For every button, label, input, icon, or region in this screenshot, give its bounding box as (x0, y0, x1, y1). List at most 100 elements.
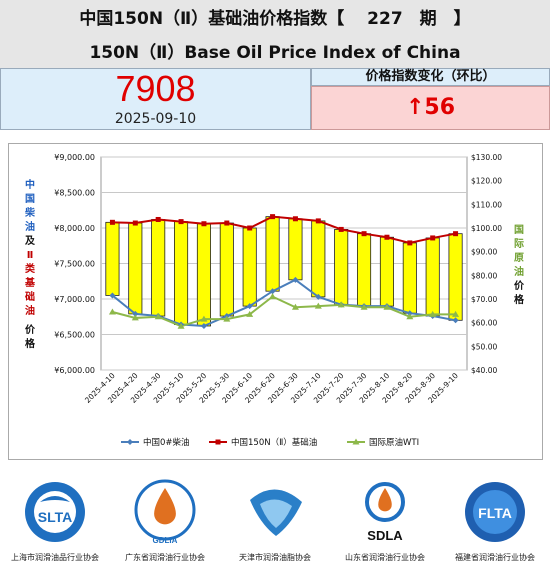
sdla-logo-icon: SDLA (365, 482, 405, 543)
legend-label: 中国150N（Ⅱ）基础油 (231, 437, 317, 448)
title-chinese: 中国150N（Ⅱ）基础油价格指数【 227 期 】 (0, 0, 550, 38)
price-chart: ¥9,000.00 ¥8,500.00 ¥8,000.00 ¥7,500.00 ¥7,0… (54, 153, 502, 448)
diesel-point (200, 322, 207, 329)
diesel-point (132, 310, 139, 317)
slta-mark: SLTA (38, 509, 72, 525)
diesel-point (292, 276, 299, 283)
wti-point (108, 308, 116, 315)
baseoil-point (292, 216, 298, 222)
left-label-baseoil: Ⅱ类基础油 (25, 250, 35, 317)
index-panel (0, 68, 311, 130)
range-bar (151, 219, 166, 317)
legend-marker (127, 439, 133, 445)
wti-point (337, 301, 345, 308)
wti-point (314, 302, 322, 309)
logo-name-guangdong: 广东省润滑油行业协会 (125, 553, 205, 562)
baseoil-point (109, 219, 115, 225)
diesel-point (269, 288, 276, 295)
right-label-price: 价格 (514, 281, 524, 306)
range-bar (379, 236, 394, 307)
chart-frame: 中国柴油 及 Ⅱ类基础油 价格 国际原油 价格 ¥9,000.00 ¥8,500.… (8, 143, 543, 460)
range-bar (425, 237, 440, 317)
range-bar (311, 220, 326, 298)
wti-point (406, 313, 414, 320)
logo-slta: SLTA 上海市润滑油品行业协会 (0, 470, 110, 571)
range-bar (402, 242, 417, 314)
legend-marker (215, 439, 221, 445)
y-right-tick-label: $70.00 (471, 295, 497, 304)
baseoil-point (384, 234, 390, 240)
diesel-point (109, 292, 116, 299)
y-left-tick-label: ¥8,500.00 (54, 189, 95, 198)
baseoil-point (361, 231, 367, 237)
left-label-price: 价格 (25, 325, 35, 350)
baseoil-point (178, 219, 184, 225)
index-value: 7908 (115, 68, 196, 109)
left-label-and: 及 (25, 236, 35, 247)
diesel-point (452, 317, 459, 324)
baseoil-point (338, 226, 344, 232)
gdlia-logo-icon: GDLIA (134, 479, 196, 545)
range-bar (265, 216, 280, 292)
range-bar (196, 223, 211, 327)
baseoil-point (224, 220, 230, 226)
range-bar (219, 222, 234, 317)
logo-name-shanghai: 上海市润滑油品行业协会 (11, 553, 99, 562)
baseoil-point (270, 214, 276, 220)
y-left-tick-label: ¥9,000.00 (54, 153, 95, 162)
change-title: 价格指数变化（环比） (311, 68, 550, 86)
y-left-tick-label: ¥6,000.00 (54, 366, 95, 375)
y-right-tick-label: $100.00 (471, 224, 502, 233)
wti-point (452, 310, 460, 317)
baseoil-point (201, 221, 207, 227)
logo-sdla: SDLA 山东省润滑油行业协会 (330, 470, 440, 571)
y-right-tick-label: $130.00 (471, 153, 502, 162)
baseoil-point (453, 231, 459, 237)
flta-logo-icon: FLTA (465, 482, 525, 542)
wti-point (200, 315, 208, 322)
baseoil-point (247, 225, 253, 231)
wti-point (360, 303, 368, 310)
diesel-point (406, 310, 413, 317)
baseoil-point (430, 235, 436, 241)
y-right-tick-label: $120.00 (471, 177, 502, 186)
y-right-tick-label: $80.00 (471, 271, 497, 280)
diesel-point (315, 293, 322, 300)
logo-tianjin: 天津市润滑油脂协会 (220, 470, 330, 571)
y-right-tick-label: $90.00 (471, 248, 497, 257)
y-left-tick-label: ¥8,000.00 (54, 224, 95, 233)
y-right-tick-label: $60.00 (471, 319, 497, 328)
diesel-line (111, 278, 456, 327)
tianjin-logo-icon (250, 489, 302, 536)
range-bar (174, 221, 189, 325)
y-left-tick-label: ¥7,500.00 (54, 260, 95, 269)
range-bar (448, 233, 463, 321)
wti-point (383, 303, 391, 310)
wti-point (269, 293, 277, 300)
title-english: 150N（Ⅱ）Base Oil Price Index of China (0, 38, 550, 68)
logo-name-tianjin: 天津市润滑油脂协会 (239, 553, 311, 562)
left-label-diesel: 中国柴油 (25, 180, 35, 233)
y-left-tick-label: ¥6,500.00 (54, 331, 95, 340)
range-bar (334, 229, 349, 306)
slta-logo-icon: SLTA (25, 482, 85, 542)
logo-flta: FLTA 福建省润滑油行业协会 (440, 470, 550, 571)
wti-point (429, 310, 437, 317)
baseoil-point (315, 218, 321, 224)
legend-label: 国际原油WTI (369, 437, 419, 448)
sdla-mark: SDLA (367, 528, 403, 543)
wti-line (112, 295, 456, 328)
baseoil-line (112, 215, 456, 244)
right-label-crude: 国际原油 (514, 225, 524, 278)
range-bar (288, 218, 303, 281)
gdlia-mark: GDLIA (153, 536, 178, 545)
wti-point (291, 303, 299, 310)
wti-point (223, 315, 231, 322)
diesel-point (246, 303, 253, 310)
range-bar (357, 233, 372, 307)
baseoil-point (132, 220, 138, 226)
baseoil-point (155, 216, 161, 222)
range-bar (242, 227, 257, 307)
baseoil-point (407, 240, 413, 246)
range-bar (105, 221, 120, 296)
